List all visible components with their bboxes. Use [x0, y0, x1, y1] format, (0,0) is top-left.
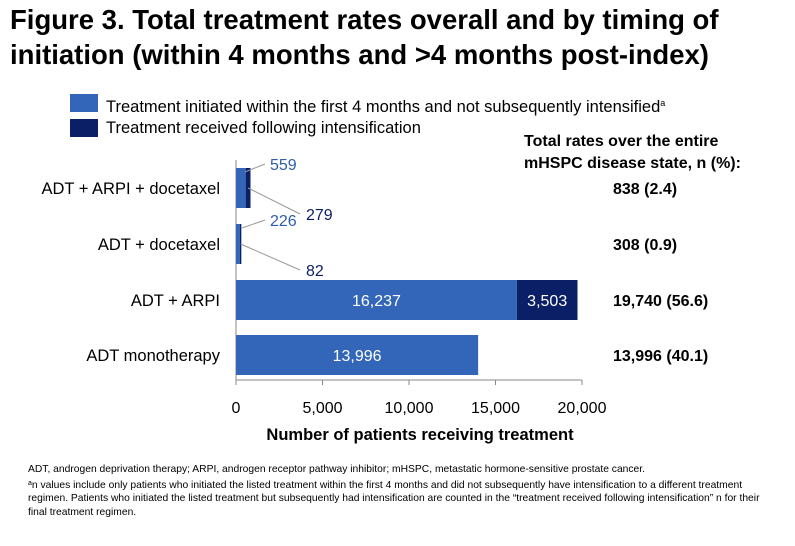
totals-header-line2: mHSPC disease state, n (%): — [524, 155, 741, 172]
data-label-intensification: 279 — [306, 207, 333, 224]
footnotes: ADT, androgen deprivation therapy; ARPI,… — [28, 463, 773, 520]
legend-swatch-intensification — [70, 119, 98, 137]
total-rate-label: 838 (2.4) — [613, 181, 677, 198]
totals-header: Total rates over the entire mHSPC diseas… — [524, 131, 794, 175]
bar-intensification — [516, 280, 578, 320]
x-tick-label: 0 — [232, 400, 241, 417]
legend-footnote-marker: a — [660, 98, 666, 108]
leader-line-initiated — [244, 163, 266, 173]
category-label: ADT + docetaxel — [98, 236, 220, 254]
bar-initiated — [236, 335, 479, 375]
legend-swatch-initiated — [70, 94, 98, 112]
data-label-intensification: 3,503 — [527, 293, 567, 310]
x-axis-title: Number of patients receiving treatment — [266, 426, 574, 444]
total-rate-label: 308 (0.9) — [613, 237, 677, 254]
data-label-initiated: 559 — [270, 157, 297, 174]
x-tick-label: 5,000 — [302, 400, 342, 417]
total-rate-label: 13,996 (40.1) — [613, 348, 708, 365]
footnote-a-text: n values include only patients who initi… — [28, 480, 760, 518]
totals-header-line1: Total rates over the entire — [524, 133, 719, 150]
x-tick-label: 10,000 — [385, 400, 434, 417]
bar-initiated — [236, 280, 517, 320]
data-label-intensification: 82 — [306, 263, 324, 280]
x-tick-label: 15,000 — [471, 400, 520, 417]
legend-label-initiated: Treatment initiated within the first 4 m… — [106, 93, 665, 117]
category-label: ADT monotherapy — [86, 347, 220, 365]
leader-line-intensification — [247, 187, 301, 215]
data-label-initiated: 16,237 — [352, 293, 401, 310]
legend-label-intensification: Treatment received following intensifica… — [106, 119, 421, 137]
footnote-a: an values include only patients who init… — [28, 477, 773, 519]
footnote-a-marker: a — [28, 480, 32, 488]
leader-line-intensification — [240, 243, 301, 271]
bar-initiated — [236, 224, 240, 264]
data-label-initiated: 226 — [270, 213, 297, 230]
legend-label-initiated-text: Treatment initiated within the first 4 m… — [106, 98, 661, 116]
x-tick-label: 20,000 — [558, 400, 607, 417]
category-label: ADT + ARPI + docetaxel — [41, 180, 220, 198]
bar-chart: 0 5,000 10,000 15,000 20,000 Number of patien… — [41, 157, 708, 444]
category-label: ADT + ARPI — [131, 292, 220, 310]
leader-line-initiated — [241, 219, 266, 229]
footnote-abbreviations: ADT, androgen deprivation therapy; ARPI,… — [28, 464, 645, 475]
total-rate-label: 19,740 (56.6) — [613, 293, 708, 310]
figure-title: Figure 3. Total treatment rates overall … — [10, 4, 719, 70]
bar-initiated — [236, 168, 246, 208]
data-label-initiated: 13,996 — [333, 348, 382, 365]
